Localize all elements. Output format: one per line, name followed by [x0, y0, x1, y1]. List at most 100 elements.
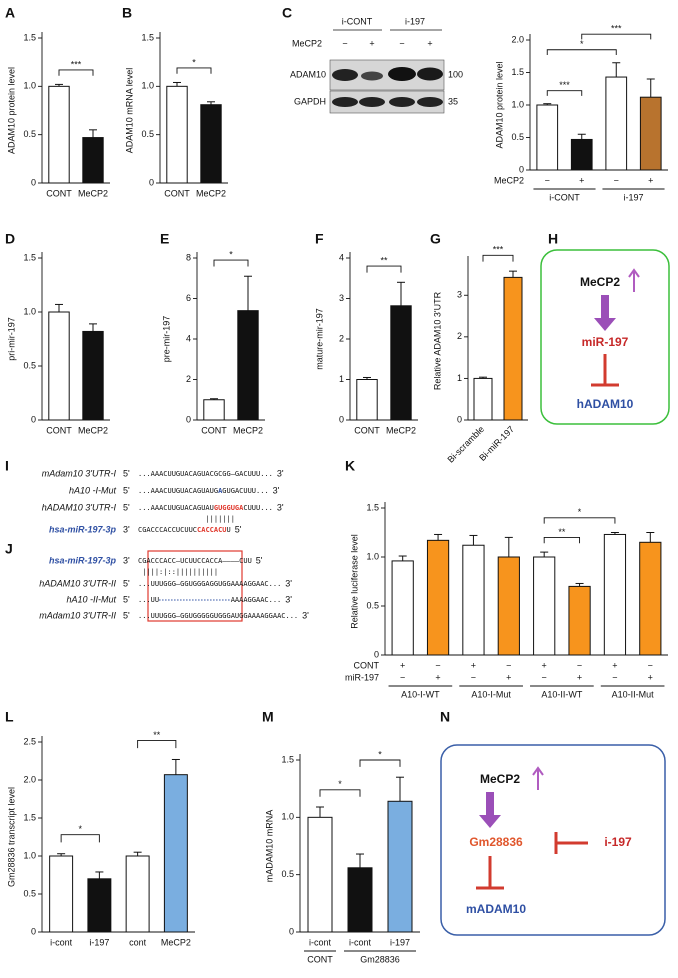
bar [570, 138, 593, 171]
bar [87, 878, 112, 933]
significance-label: ** [558, 527, 566, 537]
bar [356, 379, 378, 421]
y-tick-label: 0 [186, 414, 191, 424]
y-tick-label: 0 [31, 177, 36, 187]
error-bar [398, 555, 407, 561]
error-bar [363, 376, 371, 380]
panel-letter: M [262, 709, 274, 725]
sequence-segment: GUGACUUU... [222, 487, 268, 495]
error-bar [612, 62, 621, 78]
error-bar [356, 853, 364, 868]
group-label: A10-II-Mut [612, 689, 655, 699]
significance-label: *** [71, 59, 82, 69]
y-tick-label: 4 [339, 252, 344, 262]
y-tick-label: 2 [339, 333, 344, 343]
band [389, 97, 415, 107]
bar [125, 855, 150, 933]
y-tick-label: 0 [289, 926, 294, 936]
y-tick-label: 1.5 [23, 812, 36, 822]
significance-bracket [137, 740, 177, 749]
x-tick-label: i-cont [50, 937, 73, 947]
row-sign: − [400, 672, 405, 682]
row-sign: − [612, 672, 617, 682]
sequence-end: 5' [235, 524, 242, 534]
x-tick-label: CONT [354, 425, 380, 435]
sequence-segment: ...AAACUUGUACAGUAU [138, 504, 214, 512]
panel-letter: B [122, 5, 132, 21]
band-label: ADAM10 [290, 69, 326, 79]
y-tick-label: 2 [457, 331, 462, 341]
sequence: ...UUUGGG–GGUGGGGGUGGGAUGGAAAAGGAAC... [138, 612, 298, 620]
error-bar [540, 551, 549, 557]
group-label: A10-I-Mut [471, 689, 511, 699]
panel-letter: L [5, 709, 14, 725]
sequence-name: hA10 -II-Mut [66, 594, 116, 604]
bar [391, 560, 414, 656]
band [332, 97, 358, 107]
y-tick-label: 1.5 [141, 32, 154, 42]
significance-label: *** [559, 80, 570, 90]
significance-bracket [546, 49, 617, 55]
y-tick-label: 1.0 [23, 306, 36, 316]
error-bar [396, 776, 404, 802]
y-tick-label: 0.5 [141, 129, 154, 139]
row-sign: + [648, 175, 653, 185]
sequence-segment: U [227, 526, 231, 534]
x-tick-label: MeCP2 [161, 937, 191, 947]
error-bar [397, 281, 405, 306]
sequence-end: 5' [123, 485, 130, 495]
inhibit [591, 354, 619, 387]
band [388, 67, 416, 81]
sequence-name: hsa-miR-197-3p [49, 524, 117, 534]
group-label: i-197 [623, 192, 643, 202]
significance-bracket [58, 69, 94, 76]
significance-bracket [319, 789, 361, 797]
significance-bracket [581, 33, 652, 40]
error-bar [479, 376, 487, 379]
sequence: CGACCCACCUCUUCCACCACUU [138, 526, 231, 534]
error-bar [646, 532, 655, 543]
sequence-end: 3' [277, 468, 284, 478]
y-tick-label: 0 [457, 414, 462, 424]
x-tick-label: CONT [164, 188, 190, 198]
x-tick-label: MeCP2 [78, 188, 108, 198]
row-sign: − [577, 660, 582, 670]
bar [503, 276, 523, 421]
y-tick-label: 0 [339, 414, 344, 424]
row-sign: + [435, 672, 440, 682]
inhibit [476, 856, 504, 890]
significance-bracket [176, 67, 212, 74]
bar [473, 377, 493, 421]
blot-sign: − [399, 38, 404, 48]
y-tick-label: 2.0 [23, 774, 36, 784]
sequence-segment: CGACCCACCUCUUC [138, 526, 197, 534]
sequence-end: 3' [302, 610, 309, 620]
bar [387, 800, 413, 933]
significance-label: ** [153, 730, 161, 740]
y-tick-label: 0 [149, 177, 154, 187]
bar [639, 96, 662, 171]
sequence-end: 3' [277, 502, 284, 512]
sequence-name: hA10 -I-Mut [69, 485, 117, 495]
significance-label: * [338, 779, 342, 789]
sequence-segment: ...AAACUUGUACAGUAUG [138, 487, 218, 495]
error-bar [57, 853, 66, 856]
arrow [594, 295, 616, 331]
panel-letter: N [440, 709, 450, 725]
y-tick-label: 2.5 [23, 736, 36, 746]
sequence: AAAAGGAAC... [231, 596, 282, 604]
y-axis-label: ADAM10 protein level [6, 67, 16, 154]
y-tick-label: 0.5 [23, 129, 36, 139]
y-axis-label: ADAM10 protein level [494, 61, 504, 148]
sequence: ...AAACUUGUACAGUACGCGG–GACUUU... [138, 470, 273, 478]
node: miR-197 [582, 335, 629, 349]
x-tick-label: i-cont [349, 937, 372, 947]
error-bar [316, 806, 324, 818]
sequence-segment: A [218, 487, 223, 495]
panel-letter: I [5, 458, 9, 474]
error-bar [434, 533, 443, 541]
group-label: i-CONT [549, 192, 580, 202]
seed-box [147, 550, 243, 622]
band [359, 97, 385, 107]
